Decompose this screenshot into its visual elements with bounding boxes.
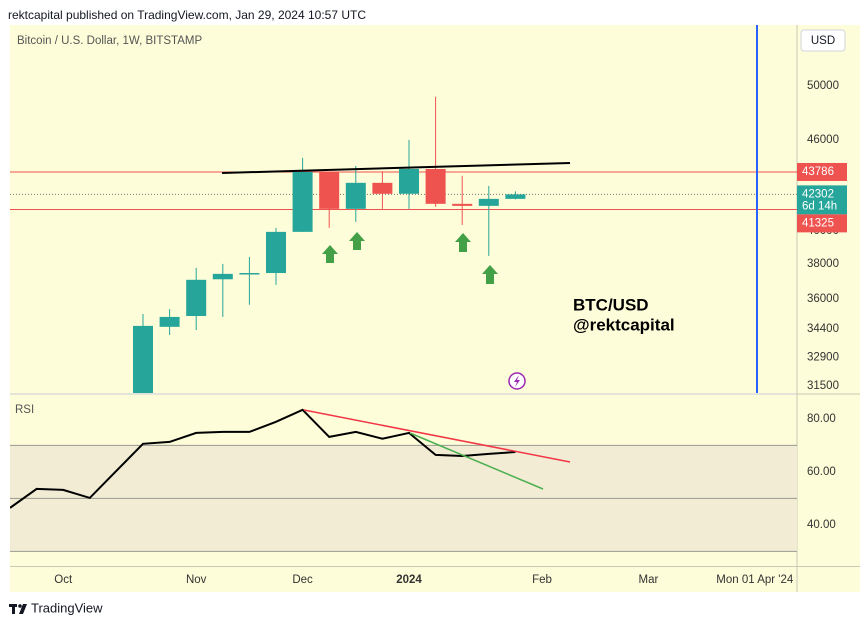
price-label: 41325 [802, 217, 834, 229]
candle-body [505, 194, 526, 199]
chart-title: Bitcoin / U.S. Dollar, 1W, BITSTAMP [17, 35, 202, 47]
footer: TradingView [31, 600, 103, 615]
x-tick-label: Mar [638, 574, 658, 586]
candle-body [186, 279, 207, 317]
y-tick-label: 46000 [807, 134, 839, 146]
rsi-line [10, 408, 516, 509]
up-arrow [349, 232, 365, 250]
candle-body [372, 182, 393, 194]
main-pane [10, 25, 797, 393]
y-tick-label: 34400 [807, 323, 839, 335]
annotation: BTC/USD [573, 295, 649, 314]
rsi-red-trendline [303, 409, 571, 463]
resistance-trendline [221, 162, 571, 174]
annotation: @rektcapital [573, 315, 675, 334]
candle-body [319, 171, 340, 209]
logo-part [12, 604, 15, 614]
candle-body [212, 273, 233, 280]
candle-body [239, 273, 260, 275]
price-axis [797, 25, 860, 592]
candle-body [159, 316, 180, 327]
price-label-box [797, 162, 847, 181]
x-tick-label: Oct [54, 574, 73, 586]
x-tick-label: Dec [292, 574, 313, 586]
candle-layer [133, 96, 526, 393]
currency[interactable]: USD [811, 35, 835, 47]
y-tick-label: 38000 [807, 258, 839, 270]
rsi-tick-label: 60.00 [807, 466, 836, 478]
y-tick-label: 50000 [807, 80, 839, 92]
rsi-band-layer [10, 444, 797, 552]
currency-box[interactable] [800, 29, 846, 52]
price-label: 42302 [802, 188, 834, 200]
rsi-tick-label: 80.00 [807, 413, 836, 425]
candle-body [399, 168, 419, 194]
candle-body [266, 231, 286, 274]
y-tick-label: 32900 [807, 352, 839, 364]
time-axis [10, 567, 797, 592]
y-tick-label: 36000 [807, 293, 839, 305]
logo-part [18, 604, 22, 608]
rsi-green-trendline [409, 432, 544, 490]
rsi-layer [10, 408, 516, 509]
candle-body [133, 325, 153, 393]
price-label-box [797, 214, 847, 233]
arrows [322, 232, 498, 284]
up-arrow [482, 265, 498, 284]
candle-body [452, 203, 473, 206]
candle-body [478, 198, 499, 206]
label-layer: 3150032900344003600038000400004600050000… [54, 80, 847, 586]
x-tick-label: 2024 [396, 574, 422, 586]
rsi-title: RSI [15, 404, 34, 416]
x-tick-label: Nov [186, 574, 207, 586]
candle-body [345, 182, 366, 209]
y-tick-label: 31500 [807, 380, 839, 392]
candle-body [292, 171, 313, 232]
candle-body [425, 168, 446, 204]
bar-countdown: 6d 14h [802, 200, 837, 212]
icon-bolt [514, 375, 520, 387]
x-tick-label: Mon 01 Apr '24 [716, 574, 794, 586]
x-tick-label: Feb [532, 574, 552, 586]
price-label-box [797, 185, 847, 215]
up-arrow [322, 245, 338, 263]
price-label: 43786 [802, 166, 834, 178]
footer-logo [9, 604, 27, 614]
rsi-tick-label: 40.00 [807, 519, 836, 531]
logo-part [19, 604, 27, 614]
up-arrow [455, 233, 471, 252]
header: rektcapital published on TradingView.com… [8, 8, 366, 22]
lightning-icon [508, 372, 526, 390]
